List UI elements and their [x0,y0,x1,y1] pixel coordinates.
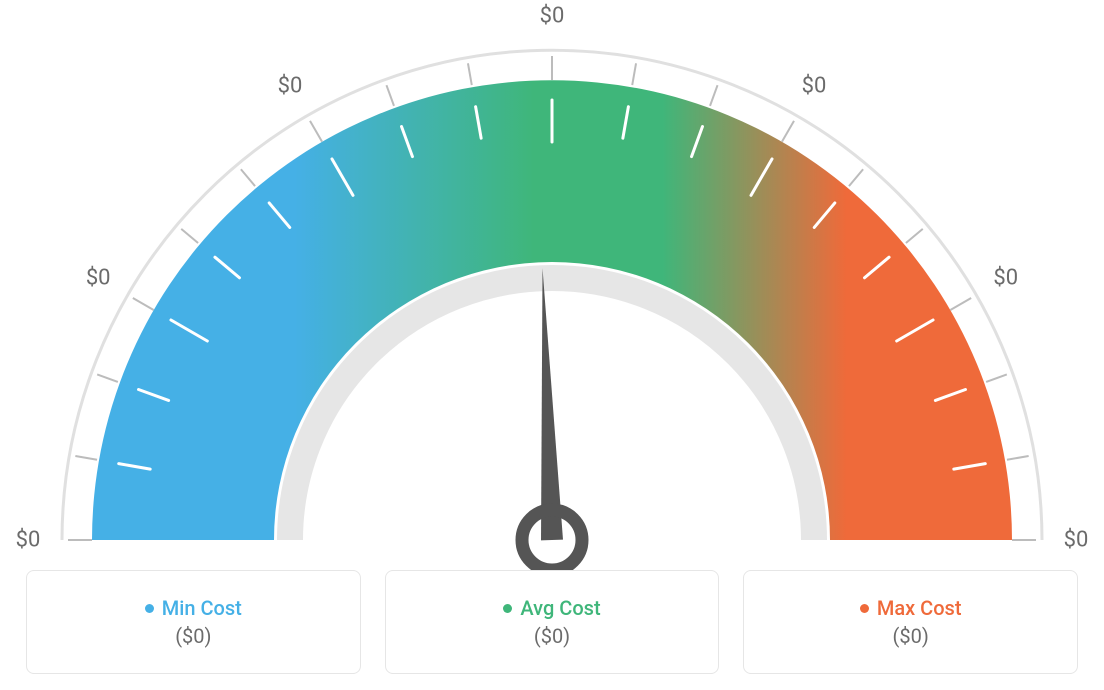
legend-card-max: Max Cost ($0) [743,570,1078,674]
scale-label: $0 [540,4,565,29]
legend-title-min: Min Cost [145,596,242,620]
dot-icon [503,604,512,613]
scale-label: $0 [802,74,827,99]
gauge: $0 $0 $0 $0 $0 $0 $0 [0,0,1104,560]
scale-label: $0 [16,528,41,553]
legend-label: Avg Cost [520,596,600,620]
legend-row: Min Cost ($0) Avg Cost ($0) Max Cost ($0… [0,570,1104,690]
legend-card-avg: Avg Cost ($0) [385,570,720,674]
legend-value-min: ($0) [175,624,211,648]
gauge-svg [0,10,1104,570]
legend-title-avg: Avg Cost [503,596,600,620]
dot-icon [145,604,154,613]
legend-title-max: Max Cost [860,596,962,620]
chart-container: $0 $0 $0 $0 $0 $0 $0 Min Cost ($0) Avg Cost ($… [0,0,1104,690]
scale-label: $0 [993,266,1018,291]
dot-icon [860,604,869,613]
scale-label: $0 [1064,528,1089,553]
legend-value-max: ($0) [893,624,929,648]
legend-label: Min Cost [162,596,242,620]
scale-label: $0 [86,266,111,291]
legend-label: Max Cost [877,596,962,620]
scale-label: $0 [278,74,303,99]
legend-value-avg: ($0) [534,624,570,648]
legend-card-min: Min Cost ($0) [26,570,361,674]
